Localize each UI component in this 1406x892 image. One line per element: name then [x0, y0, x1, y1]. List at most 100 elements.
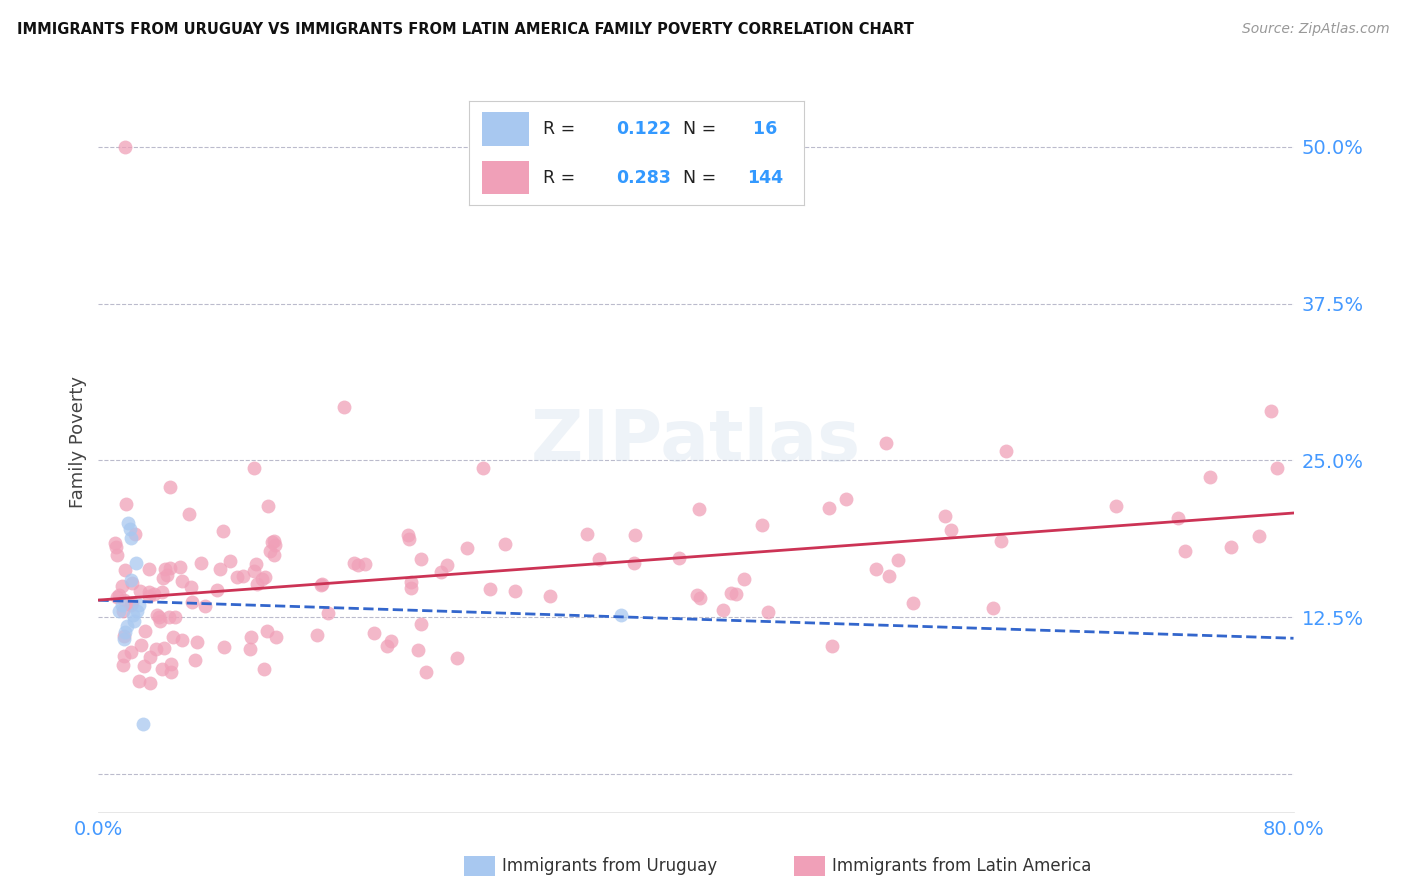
Point	[169, 559, 191, 574]
Text: Immigrants from Latin America: Immigrants from Latin America	[832, 857, 1091, 875]
Point	[146, 608, 169, 623]
Point	[686, 588, 709, 602]
Point	[239, 630, 262, 644]
Point	[121, 596, 143, 610]
Point	[1220, 540, 1243, 554]
Point	[263, 537, 285, 551]
Point	[588, 551, 610, 566]
Point	[159, 480, 181, 494]
Point	[139, 650, 162, 665]
Point	[311, 577, 333, 591]
Point	[981, 601, 1004, 615]
Point	[994, 443, 1017, 458]
Point	[105, 590, 128, 604]
Point	[108, 588, 131, 602]
Text: Source: ZipAtlas.com: Source: ZipAtlas.com	[1241, 22, 1389, 37]
Point	[129, 638, 152, 652]
Point	[409, 617, 432, 632]
Point	[725, 587, 748, 601]
Point	[103, 535, 125, 549]
Text: Immigrants from Uruguay: Immigrants from Uruguay	[502, 857, 717, 875]
Point	[875, 435, 897, 450]
Point	[111, 603, 134, 617]
Point	[112, 632, 135, 646]
Point	[170, 632, 193, 647]
Point	[254, 570, 277, 584]
Point	[114, 139, 136, 153]
Point	[253, 662, 276, 676]
Point	[399, 581, 422, 595]
Point	[112, 593, 135, 607]
Point	[125, 556, 148, 570]
Point	[159, 560, 181, 574]
Point	[117, 516, 139, 530]
Point	[540, 589, 562, 603]
Point	[624, 528, 647, 542]
Point	[260, 535, 283, 549]
Point	[576, 526, 599, 541]
Point	[149, 614, 172, 628]
Point	[170, 574, 193, 588]
Point	[446, 650, 468, 665]
Point	[316, 606, 339, 620]
Point	[941, 524, 963, 538]
Point	[332, 400, 354, 414]
Point	[756, 605, 779, 619]
Point	[138, 562, 160, 576]
Point	[436, 558, 458, 572]
Point	[157, 609, 180, 624]
Point	[128, 598, 150, 612]
Point	[124, 527, 146, 541]
Point	[1199, 470, 1222, 484]
Point	[415, 665, 437, 680]
Point	[688, 501, 710, 516]
Point	[1260, 404, 1282, 418]
Point	[212, 524, 235, 538]
Point	[150, 662, 173, 676]
Point	[138, 589, 160, 603]
Point	[132, 658, 155, 673]
Point	[347, 558, 370, 572]
Point	[184, 652, 207, 666]
Point	[821, 639, 844, 653]
Point	[120, 531, 142, 545]
Point	[1174, 544, 1197, 558]
Point	[309, 578, 332, 592]
Point	[259, 543, 281, 558]
Point	[354, 557, 377, 571]
Point	[150, 584, 173, 599]
Point	[835, 491, 858, 506]
Point	[112, 629, 135, 643]
Point	[148, 609, 170, 624]
Point	[263, 533, 285, 548]
Point	[877, 568, 900, 582]
Point	[111, 657, 134, 672]
Point	[120, 645, 142, 659]
Point	[733, 572, 755, 586]
Point	[307, 628, 329, 642]
Point	[190, 556, 212, 570]
Point	[610, 607, 633, 622]
Point	[156, 568, 179, 582]
Point	[138, 585, 160, 599]
Point	[363, 625, 385, 640]
Point	[245, 557, 267, 571]
Point	[398, 533, 420, 547]
Point	[218, 554, 240, 568]
Point	[145, 642, 167, 657]
Point	[257, 500, 280, 514]
Point	[1167, 511, 1189, 525]
Point	[132, 717, 155, 731]
Point	[471, 461, 494, 475]
Point	[1249, 529, 1271, 543]
Point	[689, 591, 711, 606]
Point	[817, 501, 839, 516]
Point	[153, 562, 176, 576]
Point	[903, 596, 925, 610]
Point	[128, 584, 150, 599]
Point	[127, 604, 149, 618]
Point	[865, 562, 887, 576]
Point	[105, 548, 128, 562]
Text: ZIPatlas: ZIPatlas	[531, 407, 860, 476]
Point	[226, 570, 249, 584]
